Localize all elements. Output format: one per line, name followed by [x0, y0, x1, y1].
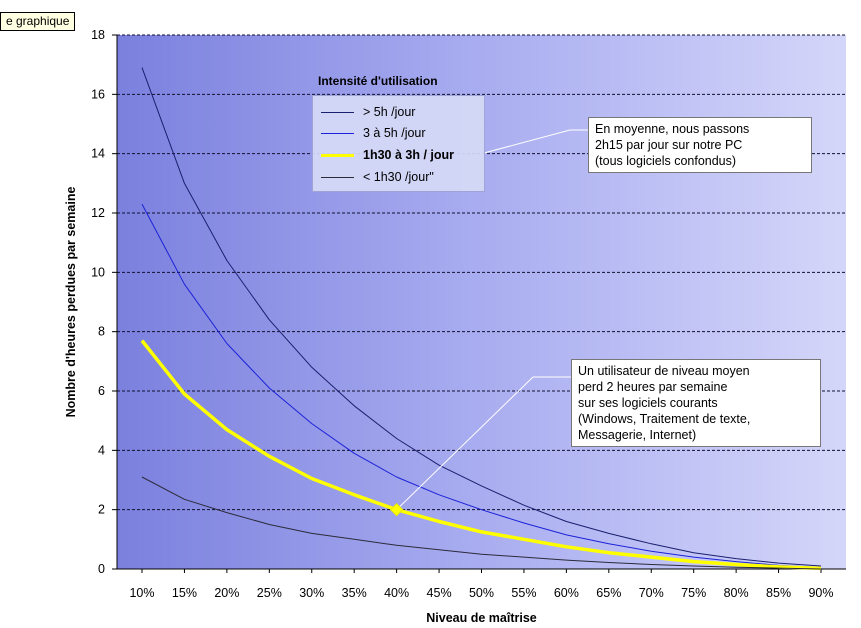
- y-tick-label: 2: [98, 503, 105, 517]
- legend-swatch: [321, 177, 354, 178]
- y-tick-label: 0: [98, 562, 105, 576]
- legend-swatch: [321, 154, 354, 157]
- y-tick-label: 6: [98, 384, 105, 398]
- annotation-leader-average: [396, 376, 534, 511]
- legend-label: > 5h /jour: [363, 105, 416, 119]
- x-tick-label: 45%: [427, 586, 452, 600]
- y-tick-label: 8: [98, 325, 105, 339]
- x-tick-label: 70%: [639, 586, 664, 600]
- x-tick-label: 30%: [299, 586, 324, 600]
- legend-label: < 1h30 /jour": [363, 170, 434, 184]
- series-line-2: [141, 203, 822, 568]
- y-tick-label: 14: [91, 147, 105, 161]
- x-tick-label: 75%: [681, 586, 706, 600]
- x-tick-label: 40%: [384, 586, 409, 600]
- x-tick-label: 85%: [766, 586, 791, 600]
- x-tick-label: 50%: [469, 586, 494, 600]
- legend-swatch: [321, 133, 354, 134]
- y-tick-label: 10: [91, 265, 105, 279]
- y-tick-label: 16: [91, 87, 105, 101]
- x-tick-label: 90%: [808, 586, 833, 600]
- x-tick-label: 60%: [554, 586, 579, 600]
- x-tick-label: 80%: [724, 586, 749, 600]
- legend-label: 1h30 à 3h / jour: [363, 148, 455, 162]
- legend-label: 3 à 5h /jour: [363, 126, 426, 140]
- series-line-4: [141, 476, 822, 570]
- series-line-1: [141, 67, 822, 567]
- legend-swatch: [321, 112, 354, 113]
- x-tick-label: 20%: [214, 586, 239, 600]
- x-tick-label: 25%: [257, 586, 282, 600]
- legend-title: Intensité d'utilisation: [318, 74, 438, 88]
- x-axis-title: Niveau de maîtrise: [426, 611, 537, 625]
- annotation-leader-usage: [483, 129, 571, 154]
- chart-tab-label[interactable]: e graphique: [0, 12, 76, 31]
- series-line-3: [140, 339, 822, 571]
- y-tick-label: 4: [98, 443, 105, 457]
- y-axis-title: Nombre d'heures perdues par semaine: [64, 187, 78, 418]
- x-tick-label: 65%: [596, 586, 621, 600]
- y-tick-label: 12: [91, 206, 105, 220]
- x-tick-label: 15%: [172, 586, 197, 600]
- x-tick-label: 35%: [342, 586, 367, 600]
- annotation-usage: En moyenne, nous passons 2h15 par jour s…: [588, 117, 812, 173]
- highlight-point-marker: [389, 502, 404, 517]
- y-tick-label: 18: [91, 28, 105, 42]
- annotation-average-user: Un utilisateur de niveau moyen perd 2 he…: [571, 359, 821, 447]
- x-tick-label: 55%: [511, 586, 536, 600]
- x-tick-label: 10%: [129, 586, 154, 600]
- legend: > 5h /jour 3 à 5h /jour 1h30 à 3h / jour…: [312, 95, 485, 192]
